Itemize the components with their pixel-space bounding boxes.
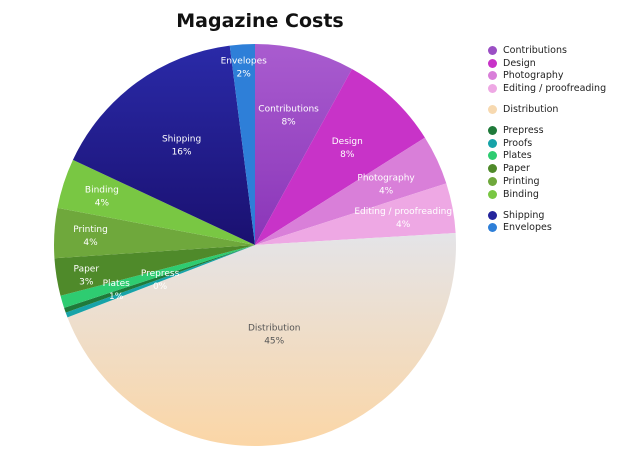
legend-label: Distribution (503, 104, 559, 116)
legend-label: Envelopes (503, 222, 552, 234)
slice-label-envelopes: Envelopes (221, 57, 268, 67)
legend-group: Shipping Envelopes (488, 209, 618, 235)
legend-swatch (488, 105, 497, 115)
legend-item-envelopes: Envelopes (488, 222, 618, 235)
legend-label: Shipping (503, 209, 545, 221)
slice-value-printing: 4% (83, 238, 98, 248)
legend-group: Prepress Proofs Plates Paper Printing Binding (488, 124, 618, 201)
legend-label: Printing (503, 176, 540, 188)
legend-item-plates: Plates (488, 150, 618, 163)
slice-plates (60, 245, 255, 308)
legend-item-design: Design (488, 57, 618, 70)
slice-label-binding: Binding (85, 186, 119, 196)
slice-label-printing: Printing (73, 225, 108, 235)
slice-label-plates: Plates (103, 279, 131, 289)
legend-item-printing: Printing (488, 175, 618, 188)
legend-item-proofs: Proofs (488, 137, 618, 150)
slice-proofs (65, 245, 255, 318)
slice-value-paper: 3% (79, 277, 94, 287)
slice-value-distribution: 45% (264, 336, 284, 346)
legend-label: Contributions (503, 44, 567, 56)
legend-item-prepress: Prepress (488, 124, 618, 137)
slice-label-prepress: Prepress (141, 269, 180, 279)
slice-value-editing-proofreading: 4% (396, 220, 411, 230)
legend-label: Paper (503, 163, 530, 175)
legend-swatch (488, 151, 497, 161)
legend-label: Design (503, 57, 536, 69)
slice-prepress (64, 245, 255, 313)
legend-label: Editing / proofreading (503, 83, 607, 95)
legend-swatch (488, 125, 497, 135)
slice-printing (54, 207, 255, 259)
slice-value-photography: 4% (379, 187, 394, 197)
legend-swatch (488, 71, 497, 81)
slice-value-design: 8% (340, 150, 355, 160)
slice-distribution (67, 232, 456, 446)
legend-item-shipping: Shipping (488, 209, 618, 222)
slice-value-prepress: 0% (153, 282, 168, 292)
slice-design (255, 68, 425, 246)
slice-label-design: Design (332, 137, 363, 147)
slice-label-distribution: Distribution (248, 323, 301, 333)
slice-value-shipping: 16% (172, 147, 192, 157)
legend-label: Photography (503, 70, 564, 82)
legend-item-editing-proofreading: Editing / proofreading (488, 82, 618, 95)
legend-swatch (488, 84, 497, 94)
legend-label: Plates (503, 150, 532, 162)
slice-value-contributions: 8% (281, 118, 296, 128)
legend-item-distribution: Distribution (488, 103, 618, 116)
legend-group: Distribution (488, 103, 618, 116)
slice-value-binding: 4% (95, 199, 110, 209)
legend-swatch (488, 223, 497, 233)
legend-label: Binding (503, 188, 539, 200)
legend-swatch (488, 45, 497, 55)
legend-label: Prepress (503, 124, 544, 136)
legend-item-contributions: Contributions (488, 44, 618, 57)
legend-swatch (488, 210, 497, 220)
slice-photography (255, 137, 447, 245)
legend-swatch (488, 177, 497, 187)
slice-value-envelopes: 2% (237, 70, 252, 80)
slice-label-photography: Photography (357, 174, 415, 184)
slice-binding (57, 159, 256, 245)
slice-label-paper: Paper (74, 264, 100, 274)
slice-label-contributions: Contributions (258, 105, 319, 115)
legend-item-binding: Binding (488, 188, 618, 201)
slice-shipping (72, 45, 255, 246)
chart-title: Magazine Costs (176, 10, 344, 32)
slice-label-editing-proofreading: Editing / proofreading (354, 207, 452, 217)
legend-swatch (488, 58, 497, 68)
legend-swatch (488, 189, 497, 199)
slice-contributions (255, 44, 353, 245)
legend-group: Contributions Design Photography Editing / … (488, 44, 618, 95)
slice-envelopes (229, 43, 255, 245)
legend-label: Proofs (503, 137, 533, 149)
legend-item-paper: Paper (488, 162, 618, 175)
slice-value-plates: 1% (109, 292, 124, 302)
legend-swatch (488, 138, 497, 148)
legend: Contributions Design Photography Editing / … (488, 44, 618, 242)
legend-item-photography: Photography (488, 70, 618, 83)
slice-label-shipping: Shipping (162, 134, 201, 144)
slice-editing-proofreading (255, 183, 456, 245)
legend-swatch (488, 164, 497, 174)
slice-paper (54, 245, 255, 296)
